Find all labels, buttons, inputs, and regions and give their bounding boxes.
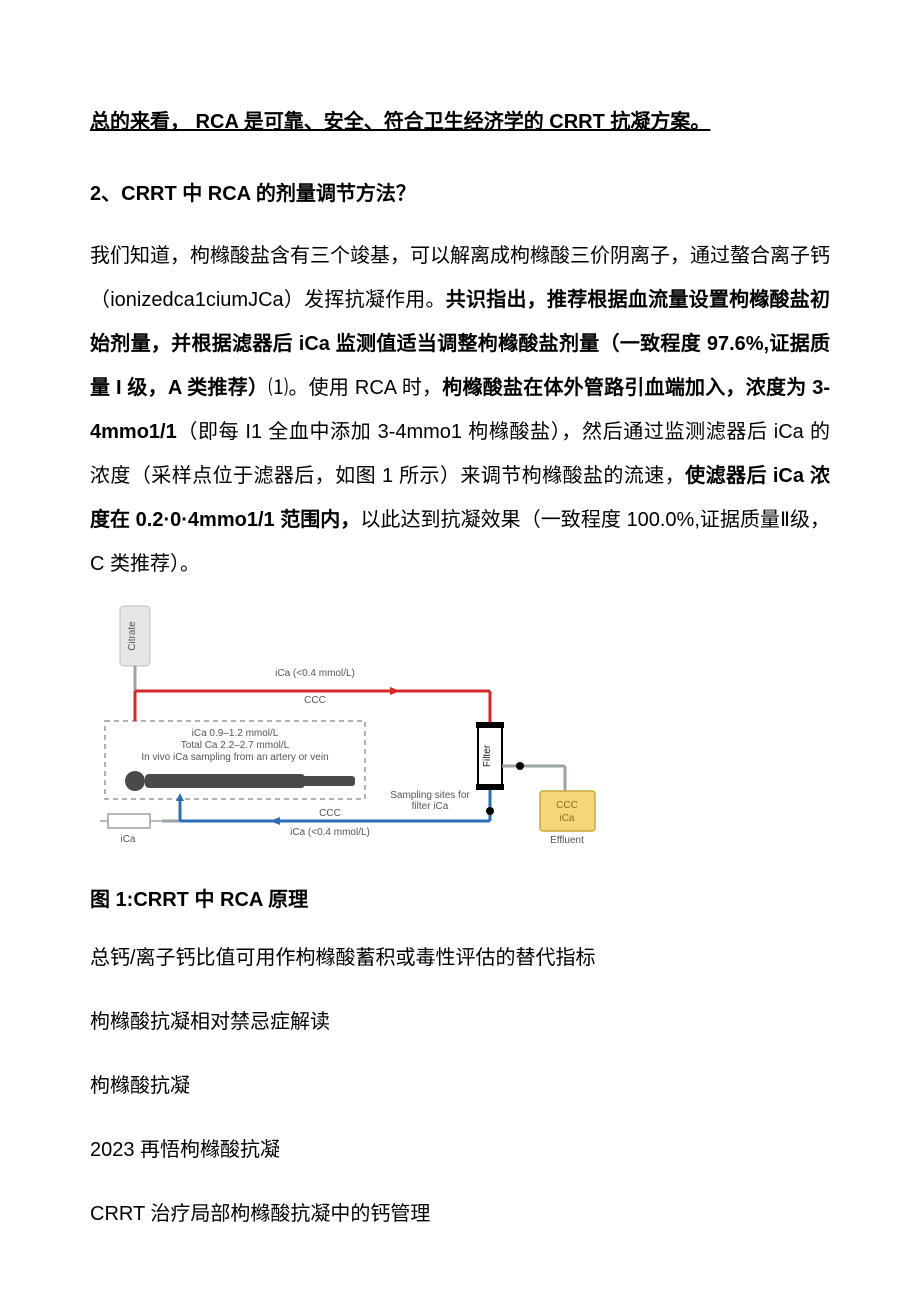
effluent-ica: iCa bbox=[559, 813, 574, 824]
ica-syringe-label: iCa bbox=[120, 834, 135, 845]
bottom-ica-label: iCa (<0.4 mmol/L) bbox=[290, 827, 370, 838]
related-line-2: 枸橼酸抗凝相对禁忌症解读 bbox=[90, 1000, 830, 1044]
filter-label: Filter bbox=[482, 744, 493, 767]
effluent-ccc: CCC bbox=[556, 800, 578, 811]
venous-arrow-left bbox=[270, 817, 280, 825]
body-arm bbox=[300, 776, 355, 786]
sampling-label-2: filter iCa bbox=[412, 801, 449, 812]
diagram-svg: Citrate iCa (<0.4 mmol/L) CCC iCa 0.9–1.… bbox=[90, 596, 610, 856]
patient-line2: Total Ca 2.2–2.7 mmol/L bbox=[181, 740, 290, 751]
sampling-label-1: Sampling sites for bbox=[390, 790, 470, 801]
effluent-label: Effluent bbox=[550, 835, 584, 846]
patient-line1: iCa 0.9–1.2 mmol/L bbox=[192, 728, 279, 739]
top-ccc-label: CCC bbox=[304, 695, 326, 706]
filter-cap-bottom bbox=[476, 784, 504, 790]
para-text-c: ⑴。使用 RCA 时， bbox=[268, 377, 442, 399]
related-line-3: 枸橼酸抗凝 bbox=[90, 1064, 830, 1108]
body-head bbox=[125, 771, 145, 791]
related-line-4: 2023 再悟枸橼酸抗凝 bbox=[90, 1128, 830, 1172]
headline: 总的来看， RCA 是可靠、安全、符合卫生经济学的 CRRT 抗凝方案。 bbox=[90, 100, 830, 144]
bottom-ccc-label: CCC bbox=[319, 808, 341, 819]
sampling-dot-left bbox=[486, 807, 494, 815]
ica-syringe-body bbox=[108, 814, 150, 828]
main-paragraph: 我们知道，枸橼酸盐含有三个竣基，可以解离成枸橼酸三价阴离子，通过螯合离子钙（io… bbox=[90, 234, 830, 586]
top-ica-label: iCa (<0.4 mmol/L) bbox=[275, 668, 355, 679]
patient-line3: In vivo iCa sampling from an artery or v… bbox=[141, 752, 328, 763]
effluent-box bbox=[540, 791, 595, 831]
related-line-5: CRRT 治疗局部枸橼酸抗凝中的钙管理 bbox=[90, 1192, 830, 1236]
arterial-arrow bbox=[390, 687, 400, 695]
filter-cap-top bbox=[476, 722, 504, 728]
related-line-1: 总钙/离子钙比值可用作枸橼酸蓄积或毒性评估的替代指标 bbox=[90, 936, 830, 980]
sampling-dot-right bbox=[516, 762, 524, 770]
venous-arrow-up bbox=[176, 793, 184, 801]
diagram-figure: Citrate iCa (<0.4 mmol/L) CCC iCa 0.9–1.… bbox=[90, 596, 830, 872]
body-torso bbox=[145, 774, 305, 788]
citrate-label: Citrate bbox=[127, 621, 138, 651]
figure-caption: 图 1:CRRT 中 RCA 原理 bbox=[90, 878, 830, 922]
section-title: 2、CRRT 中 RCA 的剂量调节方法？ bbox=[90, 172, 830, 216]
